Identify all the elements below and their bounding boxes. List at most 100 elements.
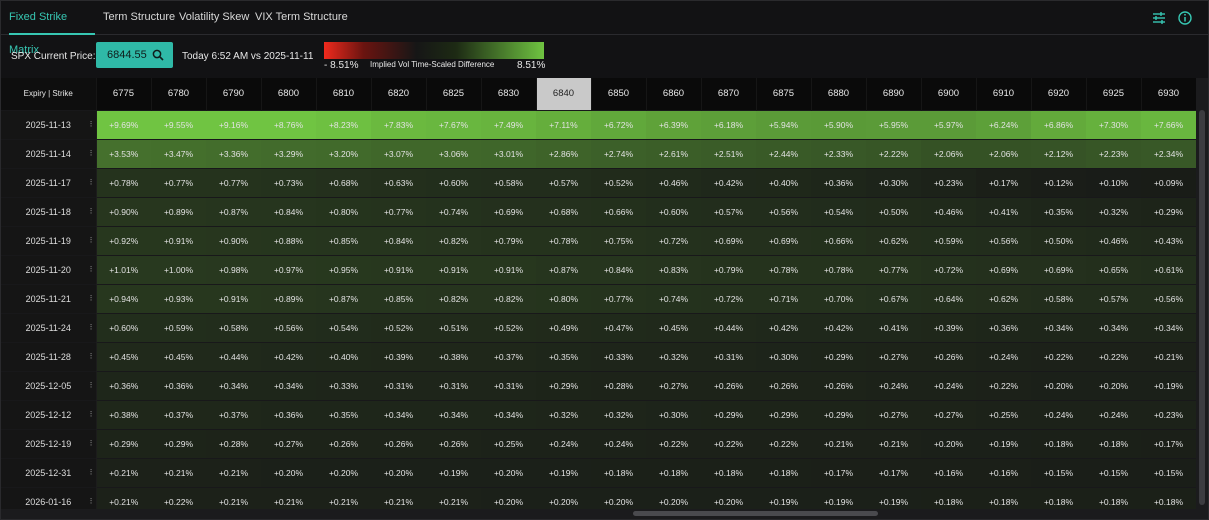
iv-diff-cell[interactable]: +0.22%: [646, 429, 701, 458]
iv-diff-cell[interactable]: +0.30%: [866, 168, 921, 197]
iv-diff-cell[interactable]: +7.83%: [371, 110, 426, 139]
iv-diff-cell[interactable]: +0.80%: [316, 197, 371, 226]
iv-diff-cell[interactable]: +0.19%: [976, 429, 1031, 458]
iv-diff-cell[interactable]: +0.87%: [536, 255, 591, 284]
iv-diff-cell[interactable]: +0.35%: [536, 342, 591, 371]
iv-diff-cell[interactable]: +0.60%: [646, 197, 701, 226]
iv-diff-cell[interactable]: +0.95%: [316, 255, 371, 284]
iv-diff-cell[interactable]: +0.34%: [371, 400, 426, 429]
iv-diff-cell[interactable]: +0.82%: [481, 284, 536, 313]
iv-diff-cell[interactable]: +0.18%: [1086, 429, 1141, 458]
iv-diff-cell[interactable]: +2.06%: [921, 139, 976, 168]
strike-header[interactable]: 6830: [481, 78, 537, 110]
iv-diff-cell[interactable]: +0.20%: [701, 487, 756, 509]
iv-diff-cell[interactable]: +0.91%: [151, 226, 206, 255]
iv-diff-cell[interactable]: +0.69%: [976, 255, 1031, 284]
iv-diff-cell[interactable]: +0.26%: [756, 371, 811, 400]
iv-diff-cell[interactable]: +0.19%: [536, 458, 591, 487]
iv-diff-cell[interactable]: +0.18%: [976, 487, 1031, 509]
iv-diff-cell[interactable]: +0.20%: [536, 487, 591, 509]
iv-diff-cell[interactable]: +0.46%: [1086, 226, 1141, 255]
expiry-cell[interactable]: 2025-11-17 ⁝: [1, 168, 97, 197]
strike-header[interactable]: 6850: [591, 78, 647, 110]
iv-diff-cell[interactable]: +0.93%: [151, 284, 206, 313]
iv-diff-cell[interactable]: +0.60%: [426, 168, 481, 197]
iv-diff-cell[interactable]: +0.98%: [206, 255, 261, 284]
iv-diff-cell[interactable]: +3.06%: [426, 139, 481, 168]
iv-diff-cell[interactable]: +0.22%: [1031, 342, 1086, 371]
iv-diff-cell[interactable]: +7.49%: [481, 110, 536, 139]
iv-diff-cell[interactable]: +0.49%: [536, 313, 591, 342]
iv-diff-cell[interactable]: +0.36%: [96, 371, 151, 400]
iv-diff-cell[interactable]: +0.83%: [646, 255, 701, 284]
iv-diff-cell[interactable]: +2.23%: [1086, 139, 1141, 168]
iv-diff-cell[interactable]: +0.19%: [866, 487, 921, 509]
iv-diff-cell[interactable]: +0.10%: [1086, 168, 1141, 197]
tab-term-structure[interactable]: Term Structure: [103, 11, 176, 23]
price-search-button[interactable]: 6844.55: [96, 42, 173, 68]
iv-diff-cell[interactable]: +3.36%: [206, 139, 261, 168]
iv-diff-cell[interactable]: +0.37%: [151, 400, 206, 429]
iv-diff-cell[interactable]: +0.17%: [1141, 429, 1196, 458]
iv-diff-cell[interactable]: +0.41%: [976, 197, 1031, 226]
iv-diff-cell[interactable]: +0.24%: [921, 371, 976, 400]
iv-diff-cell[interactable]: +0.75%: [591, 226, 646, 255]
iv-diff-cell[interactable]: +0.21%: [316, 487, 371, 509]
iv-diff-cell[interactable]: +1.01%: [96, 255, 151, 284]
iv-diff-cell[interactable]: +3.29%: [261, 139, 316, 168]
iv-diff-cell[interactable]: +5.97%: [921, 110, 976, 139]
iv-diff-cell[interactable]: +0.91%: [206, 284, 261, 313]
iv-diff-cell[interactable]: +0.28%: [206, 429, 261, 458]
iv-diff-cell[interactable]: +0.80%: [536, 284, 591, 313]
iv-diff-cell[interactable]: +0.45%: [151, 342, 206, 371]
row-menu-icon[interactable]: ⁝: [89, 176, 93, 187]
iv-diff-cell[interactable]: +0.26%: [701, 371, 756, 400]
iv-diff-cell[interactable]: +0.36%: [976, 313, 1031, 342]
iv-diff-cell[interactable]: +0.27%: [866, 400, 921, 429]
iv-diff-cell[interactable]: +0.84%: [371, 226, 426, 255]
iv-diff-cell[interactable]: +0.37%: [206, 400, 261, 429]
iv-diff-cell[interactable]: +0.58%: [481, 168, 536, 197]
iv-diff-cell[interactable]: +0.18%: [646, 458, 701, 487]
iv-diff-cell[interactable]: +8.76%: [261, 110, 316, 139]
iv-diff-cell[interactable]: +0.23%: [921, 168, 976, 197]
strike-header[interactable]: 6875: [756, 78, 812, 110]
row-menu-icon[interactable]: ⁝: [89, 205, 93, 216]
iv-diff-cell[interactable]: +0.22%: [756, 429, 811, 458]
row-menu-icon[interactable]: ⁝: [89, 466, 93, 477]
iv-diff-cell[interactable]: +0.78%: [811, 255, 866, 284]
iv-diff-cell[interactable]: +0.82%: [426, 226, 481, 255]
iv-diff-cell[interactable]: +0.91%: [371, 255, 426, 284]
row-menu-icon[interactable]: ⁝: [89, 437, 93, 448]
strike-header[interactable]: 6840: [536, 78, 592, 110]
strike-header[interactable]: 6825: [426, 78, 482, 110]
strike-header[interactable]: 6820: [371, 78, 427, 110]
iv-diff-cell[interactable]: +0.36%: [811, 168, 866, 197]
info-icon[interactable]: [1177, 10, 1193, 26]
row-menu-icon[interactable]: ⁝: [89, 379, 93, 390]
iv-diff-cell[interactable]: +6.72%: [591, 110, 646, 139]
iv-diff-cell[interactable]: +0.29%: [536, 371, 591, 400]
expiry-cell[interactable]: 2025-11-19 ⁝: [1, 226, 97, 255]
iv-diff-cell[interactable]: +2.44%: [756, 139, 811, 168]
iv-diff-cell[interactable]: +0.69%: [756, 226, 811, 255]
iv-diff-cell[interactable]: +0.18%: [921, 487, 976, 509]
iv-diff-cell[interactable]: +0.24%: [1031, 400, 1086, 429]
row-menu-icon[interactable]: ⁝: [89, 147, 93, 158]
iv-diff-cell[interactable]: +0.21%: [206, 458, 261, 487]
iv-diff-cell[interactable]: +0.24%: [591, 429, 646, 458]
horizontal-scroll-thumb[interactable]: [633, 511, 878, 516]
strike-header[interactable]: 6925: [1086, 78, 1142, 110]
iv-diff-cell[interactable]: +0.36%: [151, 371, 206, 400]
iv-diff-cell[interactable]: +7.30%: [1086, 110, 1141, 139]
iv-diff-cell[interactable]: +0.51%: [426, 313, 481, 342]
strike-header[interactable]: 6900: [921, 78, 977, 110]
iv-diff-cell[interactable]: +0.77%: [151, 168, 206, 197]
iv-diff-cell[interactable]: +0.73%: [261, 168, 316, 197]
iv-diff-cell[interactable]: +0.29%: [756, 400, 811, 429]
iv-diff-cell[interactable]: +0.41%: [866, 313, 921, 342]
iv-diff-cell[interactable]: +0.20%: [316, 458, 371, 487]
iv-diff-cell[interactable]: +0.71%: [756, 284, 811, 313]
iv-diff-cell[interactable]: +0.94%: [96, 284, 151, 313]
strike-header[interactable]: 6880: [811, 78, 867, 110]
